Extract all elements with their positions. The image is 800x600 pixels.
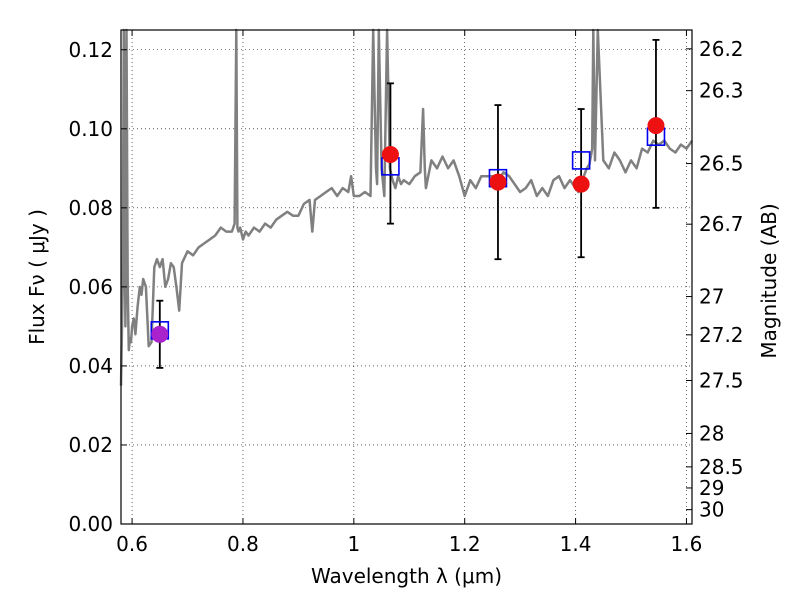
y-tick-label: 0.06 (68, 275, 113, 299)
mag-tick-label: 26.7 (699, 212, 744, 236)
model-band-square (571, 151, 591, 170)
x-tick-label: 1 (347, 532, 360, 556)
grid-lines (121, 30, 692, 525)
mag-tick-label: 26.3 (699, 79, 744, 103)
right-axis-label: Magnitude (AB) (757, 203, 781, 358)
observed-point (489, 173, 507, 191)
observed-point (572, 175, 590, 193)
observed-flux-markers (151, 117, 665, 343)
model-spectrum (119, 28, 694, 386)
y-axis-label: Flux Fν ( μJy ) (25, 209, 49, 345)
x-tick-label: 1.6 (671, 532, 703, 556)
mag-tick-label: 27 (699, 285, 724, 309)
x-axis-label: Wavelength λ (μm) (311, 564, 502, 588)
x-tick-label: 0.6 (116, 532, 148, 556)
mag-tick-label: 28.5 (699, 455, 744, 479)
mag-tick-label: 27.5 (699, 369, 744, 393)
observed-point (151, 325, 169, 343)
x-tick-label: 1.2 (449, 532, 481, 556)
mag-tick-label: 29 (699, 476, 724, 500)
model-band-markers (150, 127, 666, 340)
mag-tick-label: 27.2 (699, 323, 744, 347)
y-tick-label: 0.02 (68, 433, 113, 457)
plot-frame (120, 29, 693, 525)
error-bars (156, 38, 660, 369)
y-tick-label: 0.00 (68, 512, 113, 536)
axis-ticks: 0.6 0.8 1 1.2 1.4 1.6 0.00 0.02 0.04 0.06 0.08 0.10… (68, 30, 744, 556)
mag-tick-label: 26.5 (699, 152, 744, 176)
x-tick-label: 0.8 (227, 532, 259, 556)
y-tick-label: 0.10 (68, 117, 113, 141)
spectrum-line (119, 28, 694, 386)
mag-tick-label: 28 (699, 421, 724, 445)
x-tick-label: 1.4 (560, 532, 592, 556)
mag-tick-label: 30 (699, 498, 724, 522)
y-tick-label: 0.04 (68, 354, 113, 378)
observed-point (647, 117, 665, 135)
observed-point (381, 145, 399, 163)
y-tick-label: 0.12 (68, 38, 113, 62)
mag-tick-label: 26.2 (699, 37, 744, 61)
y-tick-label: 0.08 (68, 196, 113, 220)
